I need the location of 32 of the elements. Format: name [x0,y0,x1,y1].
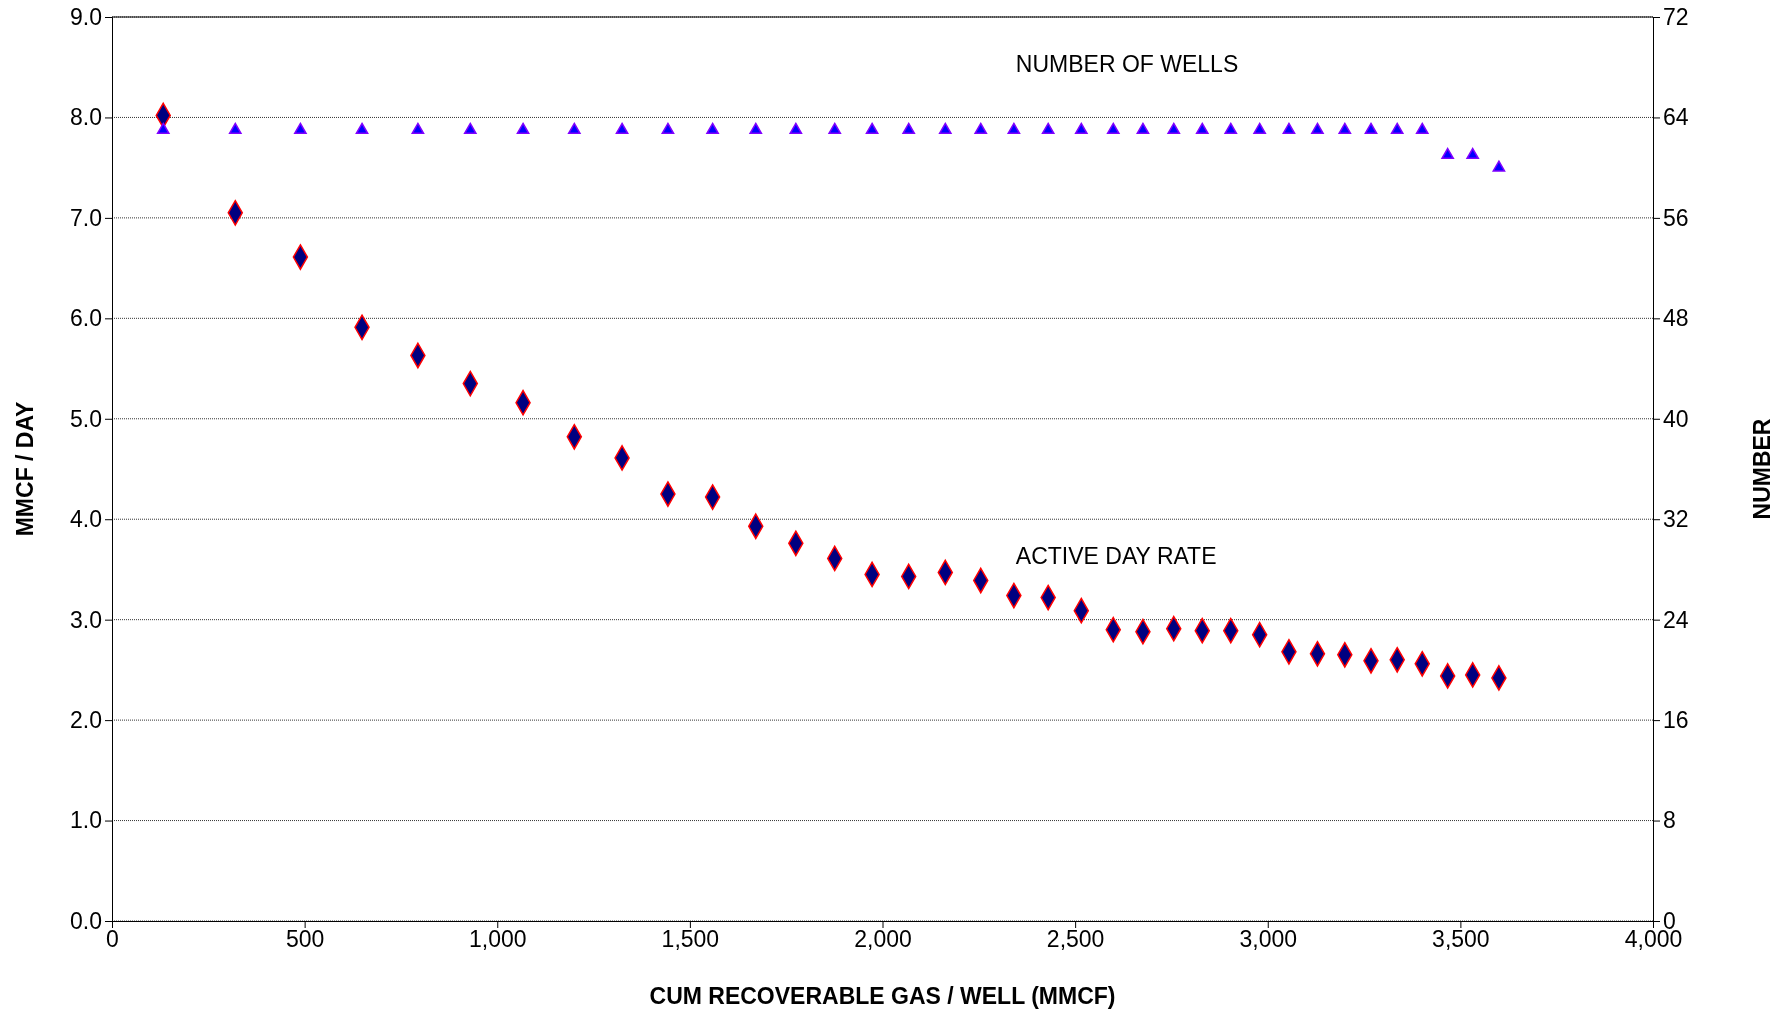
x-tick-label: 2,000 [854,926,912,953]
text: NUMBER OF WELLS [1015,51,1239,77]
x-axis-title: CUM RECOVERABLE GAS / WELL (MMCF) [649,983,1116,1009]
y-tick-label: 2.0 [70,706,102,733]
y2-tick-label: 32 [1663,506,1689,533]
y2-axis-title: NUMBER [1749,418,1775,520]
y-tick-label: 3.0 [70,606,102,633]
y-tick-label: 6.0 [70,305,102,332]
y2-tick-label: 16 [1663,706,1689,733]
y2-tick-label: 8 [1663,807,1676,834]
y2-tick-label: 72 [1663,3,1689,30]
y-axis-title: MMCF / DAY [12,401,38,537]
y-tick-label: 7.0 [70,204,102,231]
x-tick-label: 3,500 [1432,926,1490,953]
x-tick-label: 2,500 [1046,926,1105,953]
x-tick-label: 1,000 [468,926,527,953]
y-tick-label: 0.0 [70,907,102,934]
y2-tick-label: 40 [1663,405,1689,432]
x-tick-label: 0 [106,926,119,953]
y2-tick-label: 56 [1663,204,1689,231]
x-tick-label: 1,500 [661,926,720,953]
y2-tick-label: 48 [1663,305,1689,332]
y-tick-label: 5.0 [70,405,102,432]
series-label: ACTIVE DAY RATE [1015,542,1217,569]
y-tick-label: 9.0 [70,3,102,30]
y-tick-label: 8.0 [70,104,102,131]
y-tick-label: 4.0 [70,506,102,533]
y2-tick-label: 64 [1663,104,1689,131]
y-tick-label: 1.0 [70,807,102,834]
x-tick-label: 3,000 [1239,926,1298,953]
y2-tick-label: 24 [1663,606,1689,633]
x-tick-label: 500 [285,926,325,953]
